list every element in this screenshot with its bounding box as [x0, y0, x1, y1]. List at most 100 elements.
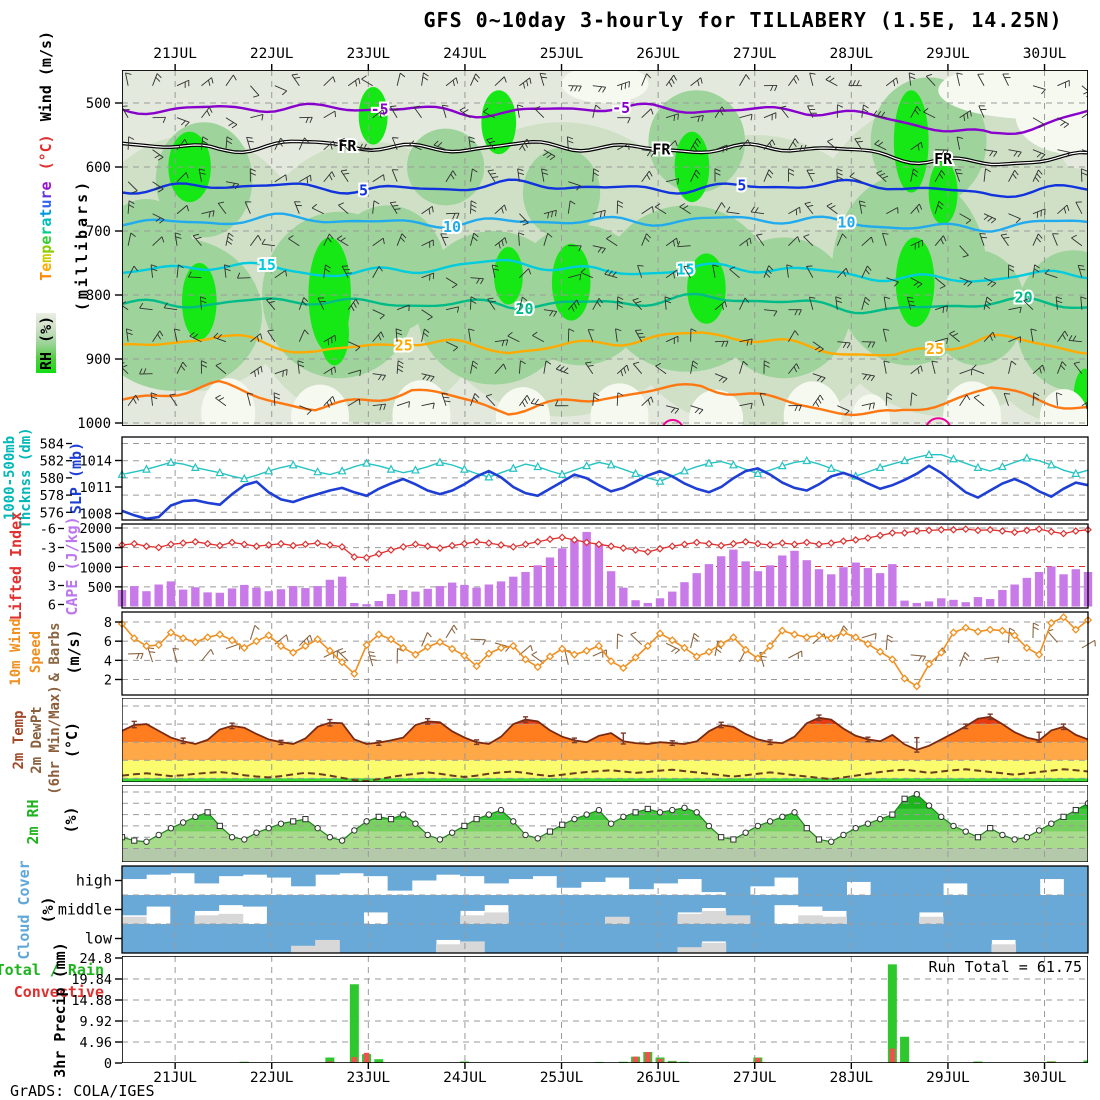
wind-barb-feather: [942, 235, 947, 242]
rh-blob-dry: [201, 378, 256, 426]
cape-bar: [521, 571, 530, 607]
wind-barb-feather: [256, 335, 260, 343]
wind-barb: [288, 238, 300, 247]
wind-barb-feather: [1063, 123, 1070, 128]
wind-barb: [409, 144, 422, 151]
wind-barb-feather: [1066, 152, 1071, 158]
wind-barb: [739, 361, 744, 374]
wind-barb: [150, 264, 154, 278]
cloud-bar: [677, 866, 703, 880]
wind-barb: [291, 74, 300, 86]
wind-barb: [959, 652, 966, 667]
cloud-gray-bar: [460, 915, 485, 924]
wind-barb-feather: [725, 340, 729, 347]
wind-barb-feather: [920, 142, 923, 149]
wind-barb-feather: [749, 237, 752, 244]
wind-barb-feather: [576, 185, 581, 191]
wind-barb: [445, 170, 454, 182]
wind-barb: [176, 139, 186, 150]
precip-convective-bar: [645, 1051, 651, 1063]
wind10m-marker: [876, 647, 885, 656]
wind-barb-feather: [355, 80, 358, 87]
cloud-row-label: low: [85, 930, 113, 948]
wind-barb-feather: [633, 361, 640, 365]
thickness-marker: [459, 464, 469, 473]
wind-barb: [470, 277, 484, 280]
wind-barb: [1008, 213, 1021, 220]
wind-barb-feather: [131, 190, 138, 194]
cape-bar: [668, 591, 677, 607]
wind-barb: [861, 373, 875, 377]
wind-barb-feather: [470, 296, 477, 300]
thickness-line: [121, 454, 1089, 483]
wind-barb: [910, 106, 918, 118]
rh-marker: [779, 813, 786, 821]
cape-bar: [949, 599, 958, 607]
wind-barb: [127, 181, 138, 192]
wind-barb-feather: [788, 168, 795, 172]
lifted-index-marker: [362, 553, 371, 562]
cape-bar: [851, 562, 860, 607]
cloud-bar: [918, 866, 944, 895]
wind-barb: [606, 238, 618, 247]
wind-barb: [616, 296, 619, 310]
cloud-bar: [822, 866, 847, 895]
wind-barb-feather: [872, 402, 875, 409]
thickness-marker: [802, 455, 812, 465]
precip-total-bar: [900, 1036, 910, 1063]
rh-marker: [913, 791, 921, 798]
thickness-marker: [606, 460, 616, 469]
lifted-index-marker: [546, 535, 554, 544]
wind-barb: [337, 650, 349, 662]
wind-barb: [445, 341, 458, 348]
temp-band: [122, 760, 1088, 779]
wind-barb-feather: [122, 301, 127, 305]
wind-barb: [788, 138, 796, 150]
wind-barb: [519, 644, 532, 656]
wind10m-marker: [582, 646, 591, 655]
wind-barb-feather: [215, 362, 222, 366]
wind-barb-feather: [1023, 298, 1030, 302]
cloud-gray-bar: [725, 915, 751, 924]
wind-barb-feather: [794, 330, 799, 336]
thickness-marker: [1046, 460, 1056, 469]
wind-barb: [739, 113, 753, 119]
wind-barb-feather: [298, 364, 305, 368]
run-total-label: Run Total = 61.75: [928, 958, 1082, 976]
cape-bar: [227, 588, 237, 607]
wind-barb-feather: [546, 153, 552, 159]
wind-barb: [483, 111, 496, 119]
wind-barb-feather: [303, 297, 309, 303]
wind-barb-feather: [150, 264, 157, 268]
wind-barb-feather: [871, 236, 874, 243]
cloud-bar: [556, 895, 582, 924]
rh-marker: [1011, 836, 1018, 843]
wind-barb-feather: [325, 264, 331, 269]
rh-marker: [179, 819, 187, 826]
wind-barb-feather: [956, 72, 963, 75]
wind-barb-feather: [340, 169, 348, 172]
wind-barb: [803, 236, 814, 247]
wind-barb: [827, 141, 838, 151]
wind-barb: [516, 104, 520, 118]
cape-bar: [704, 564, 714, 607]
wind-barb: [1032, 117, 1045, 125]
cloud-bar: [122, 924, 147, 953]
wind-barb: [294, 201, 300, 214]
wind10m-marker: [130, 634, 139, 643]
lifted-index-marker: [998, 527, 1007, 535]
wind-barb-feather: [128, 204, 135, 209]
wind-barb-feather: [796, 363, 800, 370]
wind-barb: [395, 328, 398, 342]
rh-marker: [143, 838, 150, 845]
wind10m-marker: [765, 641, 775, 651]
wind-barb: [885, 392, 888, 406]
wind-barb-feather: [987, 281, 993, 286]
wind-barb: [201, 648, 212, 662]
cloud-gray-bar: [701, 910, 727, 924]
wind-barb-feather: [1044, 268, 1050, 274]
thickness-tick-label: 582: [40, 454, 64, 470]
rh-marker: [559, 821, 566, 828]
thickness-marker: [728, 460, 738, 469]
